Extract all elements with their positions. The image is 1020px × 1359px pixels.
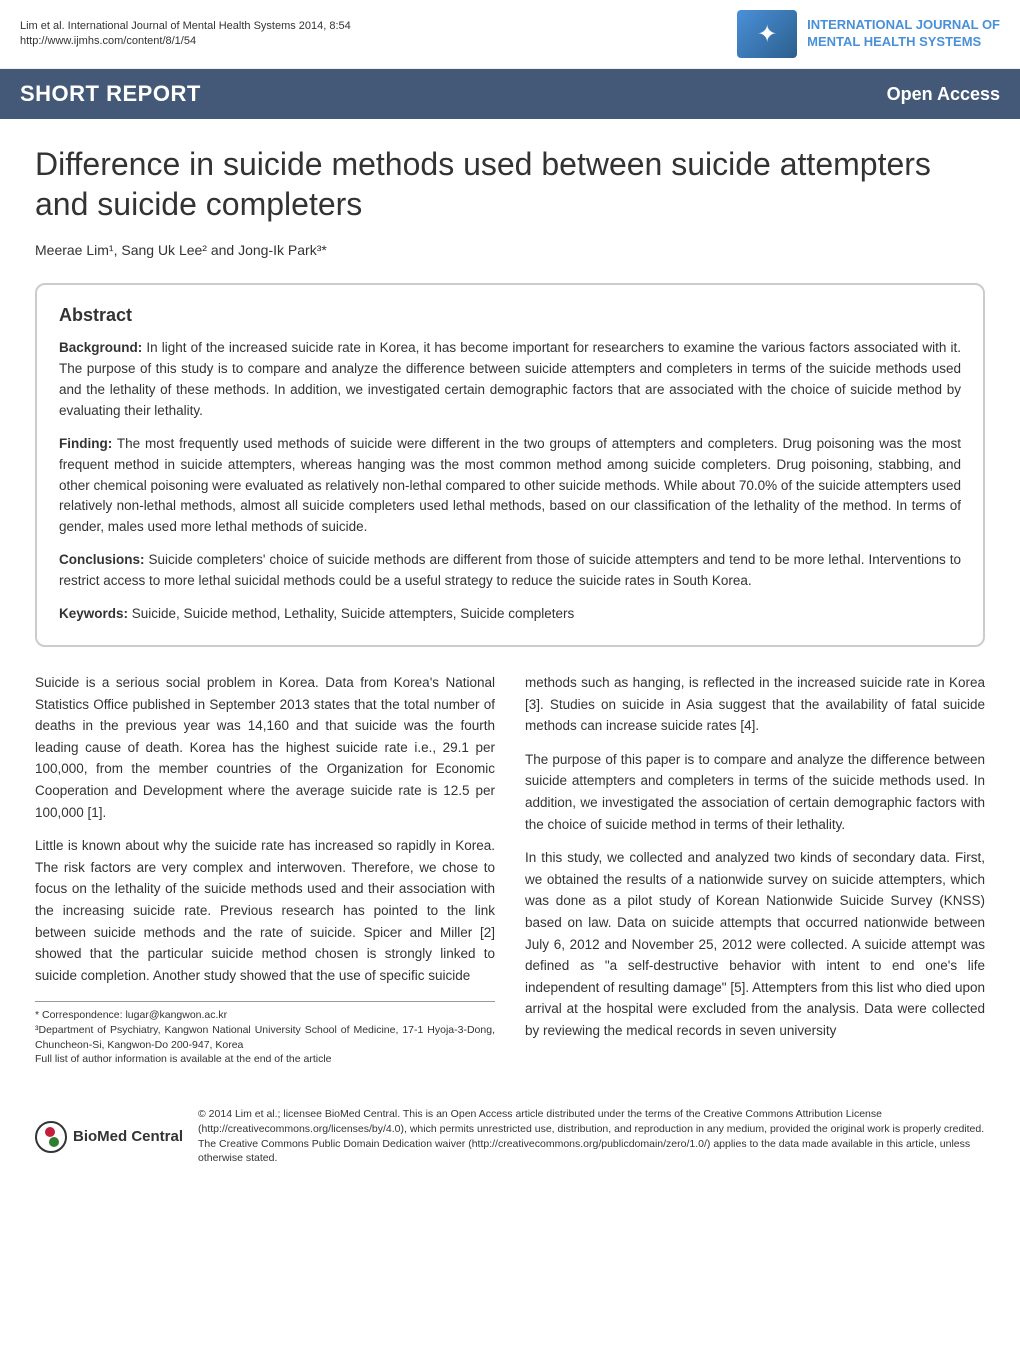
abstract-finding: Finding: The most frequently used method…	[59, 434, 961, 539]
abstract-background: Background: In light of the increased su…	[59, 338, 961, 422]
author-list: Meerae Lim¹, Sang Uk Lee² and Jong-Ik Pa…	[35, 242, 985, 258]
article-title: Difference in suicide methods used betwe…	[35, 144, 985, 224]
journal-name-line2: MENTAL HEALTH SYSTEMS	[807, 34, 1000, 51]
body-paragraph: In this study, we collected and analyzed…	[525, 847, 985, 1041]
body-paragraph: The purpose of this paper is to compare …	[525, 749, 985, 835]
journal-logo-icon	[737, 10, 797, 58]
correspondence-note: Full list of author information is avail…	[35, 1052, 495, 1067]
abstract-finding-label: Finding:	[59, 436, 112, 451]
correspondence-block: * Correspondence: lugar@kangwon.ac.kr ³D…	[35, 1001, 495, 1067]
journal-branding: INTERNATIONAL JOURNAL OF MENTAL HEALTH S…	[737, 10, 1000, 58]
body-paragraph: Little is known about why the suicide ra…	[35, 835, 495, 986]
abstract-background-text: In light of the increased suicide rate i…	[59, 340, 961, 418]
correspondence-affiliation: ³Department of Psychiatry, Kangwon Natio…	[35, 1023, 495, 1052]
journal-name-line1: INTERNATIONAL JOURNAL OF	[807, 17, 1000, 34]
open-access-badge: Open Access	[887, 84, 1000, 105]
section-banner: SHORT REPORT Open Access	[0, 69, 1020, 119]
page-footer: BioMed Central © 2014 Lim et al.; licens…	[0, 1092, 1020, 1181]
right-column: methods such as hanging, is reflected in…	[525, 672, 985, 1067]
abstract-conclusions: Conclusions: Suicide completers' choice …	[59, 550, 961, 592]
body-paragraph: methods such as hanging, is reflected in…	[525, 672, 985, 737]
abstract-box: Abstract Background: In light of the inc…	[35, 283, 985, 647]
correspondence-email: * Correspondence: lugar@kangwon.ac.kr	[35, 1008, 495, 1023]
section-label: SHORT REPORT	[20, 81, 201, 107]
abstract-conclusions-text: Suicide completers' choice of suicide me…	[59, 552, 961, 588]
abstract-finding-text: The most frequently used methods of suic…	[59, 436, 961, 535]
journal-name: INTERNATIONAL JOURNAL OF MENTAL HEALTH S…	[807, 17, 1000, 51]
abstract-background-label: Background:	[59, 340, 142, 355]
abstract-keywords-text: Suicide, Suicide method, Lethality, Suic…	[128, 606, 574, 621]
article-content: Difference in suicide methods used betwe…	[0, 119, 1020, 1092]
citation-block: Lim et al. International Journal of Ment…	[20, 19, 351, 50]
citation-text: Lim et al. International Journal of Ment…	[20, 19, 351, 34]
abstract-keywords: Keywords: Suicide, Suicide method, Letha…	[59, 604, 961, 625]
body-paragraph: Suicide is a serious social problem in K…	[35, 672, 495, 823]
citation-url: http://www.ijmhs.com/content/8/1/54	[20, 34, 351, 49]
page-header: Lim et al. International Journal of Ment…	[0, 0, 1020, 69]
biomed-logo: BioMed Central	[35, 1121, 183, 1153]
left-column: Suicide is a serious social problem in K…	[35, 672, 495, 1067]
body-columns: Suicide is a serious social problem in K…	[35, 672, 985, 1067]
biomed-logo-text: BioMed Central	[73, 1126, 183, 1147]
abstract-conclusions-label: Conclusions:	[59, 552, 145, 567]
abstract-keywords-label: Keywords:	[59, 606, 128, 621]
license-text: © 2014 Lim et al.; licensee BioMed Centr…	[198, 1107, 985, 1166]
biomed-logo-icon	[35, 1121, 67, 1153]
abstract-heading: Abstract	[59, 305, 961, 326]
